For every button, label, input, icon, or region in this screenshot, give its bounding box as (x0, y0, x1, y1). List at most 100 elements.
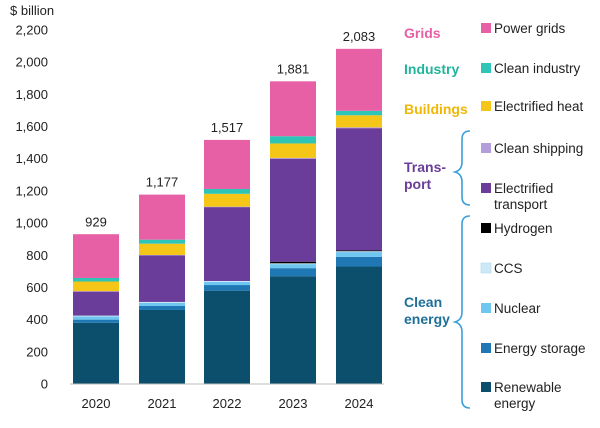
legend-group-label: port (404, 176, 432, 192)
bar-segment-energy-storage (139, 305, 185, 310)
bar-segment-energy-storage (336, 256, 382, 267)
legend-swatch (481, 382, 491, 392)
legend-group-label: Clean (404, 294, 442, 310)
legend-label: Electrified (494, 181, 553, 196)
bar-segment-clean-shipping (73, 291, 119, 292)
bar-segment-clean-industry (336, 110, 382, 116)
bar-segment-electrified-heat (270, 143, 316, 158)
bar-segment-nuclear (139, 302, 185, 306)
legend-group-label: energy (404, 311, 450, 327)
y-tick-label: 1,200 (15, 183, 48, 198)
x-tick-label: 2020 (82, 396, 111, 411)
legend-label: Clean shipping (494, 141, 583, 156)
bar-segment-clean-industry (139, 239, 185, 244)
bar-segment-electrified-transport (270, 158, 316, 262)
bar-segment-power-grids (204, 139, 250, 189)
y-tick-label: 1,400 (15, 151, 48, 166)
bar-segment-nuclear (336, 252, 382, 257)
bar-segment-energy-storage (204, 285, 250, 291)
bar-segment-ccs (73, 315, 119, 317)
legend-label: Power grids (494, 21, 566, 36)
legend-label: Electrified heat (494, 99, 584, 114)
bar-segment-nuclear (73, 316, 119, 320)
bar-segment-ccs (270, 263, 316, 265)
legend-group-label: Trans- (404, 159, 446, 175)
bar-segment-nuclear (270, 264, 316, 269)
bar-segment-power-grids (336, 48, 382, 111)
legend-group-label: Industry (404, 61, 459, 77)
bar-segment-clean-industry (73, 277, 119, 282)
legend-swatch (481, 23, 491, 33)
legend-swatch (481, 223, 491, 233)
x-tick-label: 2024 (345, 396, 374, 411)
bar-total-label: 1,517 (211, 120, 244, 135)
bar-segment-nuclear (204, 281, 250, 286)
y-tick-label: 200 (26, 344, 48, 359)
legend-label: Nuclear (494, 301, 541, 316)
legend-label: Renewable (494, 380, 562, 395)
x-tick-label: 2023 (279, 396, 308, 411)
y-tick-label: 1,600 (15, 119, 48, 134)
bar-segment-clean-shipping (336, 127, 382, 129)
x-tick-label: 2022 (213, 396, 242, 411)
legend-label: transport (494, 197, 548, 212)
legend-swatch (481, 343, 491, 353)
bar-segment-clean-shipping (139, 254, 185, 256)
bar-total-label: 2,083 (343, 29, 376, 44)
legend-swatch (481, 101, 491, 111)
y-tick-label: 2,200 (15, 23, 48, 38)
bar-segment-electrified-transport (204, 207, 250, 282)
bar-segment-electrified-transport (336, 128, 382, 251)
legend-label: energy (494, 396, 536, 411)
bar-segment-power-grids (270, 81, 316, 137)
bar-segment-hydrogen (270, 261, 316, 264)
legend-swatch (481, 303, 491, 313)
bar-total-label: 1,881 (277, 61, 310, 76)
legend-group-label: Grids (404, 25, 441, 41)
legend-label: Energy storage (494, 341, 586, 356)
bar-segment-electrified-heat (204, 193, 250, 207)
bar-segment-hydrogen (336, 250, 382, 252)
legend-swatch (481, 63, 491, 73)
legend-label: Clean industry (494, 61, 581, 76)
bar-segment-clean-industry (270, 136, 316, 144)
bar-segment-renewable-energy (73, 322, 119, 384)
y-tick-label: 400 (26, 312, 48, 327)
bar-segment-electrified-heat (336, 115, 382, 128)
legend-label: CCS (494, 261, 523, 276)
clean-energy-group-bracket (452, 215, 471, 409)
bar-segment-renewable-energy (204, 290, 250, 384)
bar-segment-electrified-heat (139, 243, 185, 255)
bar-segment-energy-storage (270, 268, 316, 277)
bar-segment-renewable-energy (270, 276, 316, 384)
bar-segment-power-grids (139, 194, 185, 240)
legend-label: Hydrogen (494, 221, 553, 236)
x-tick-label: 2021 (148, 396, 177, 411)
legend-swatch (481, 183, 491, 193)
bar-segment-renewable-energy (336, 266, 382, 384)
bar-segment-ccs (336, 251, 382, 253)
bar-total-label: 929 (85, 215, 107, 230)
legend-swatch (481, 143, 491, 153)
bar-segment-ccs (204, 281, 250, 282)
bar-segment-renewable-energy (139, 309, 185, 384)
y-tick-label: 1,000 (15, 216, 48, 231)
bar-segment-electrified-transport (73, 291, 119, 316)
y-tick-label: 1,800 (15, 87, 48, 102)
transport-group-bracket (452, 130, 471, 206)
y-tick-label: 2,000 (15, 55, 48, 70)
y-tick-label: 600 (26, 280, 48, 295)
bar-segment-clean-shipping (270, 157, 316, 159)
y-tick-label: 0 (41, 377, 48, 392)
bar-segment-power-grids (73, 234, 119, 278)
bar-total-label: 1,177 (146, 175, 179, 190)
legend-group-label: Buildings (404, 101, 468, 117)
y-tick-label: 800 (26, 248, 48, 263)
legend-swatch (480, 262, 492, 274)
bar-segment-electrified-heat (73, 281, 119, 292)
bar-segment-energy-storage (73, 319, 119, 323)
bar-segment-clean-shipping (204, 206, 250, 208)
bar-segment-ccs (139, 301, 185, 303)
